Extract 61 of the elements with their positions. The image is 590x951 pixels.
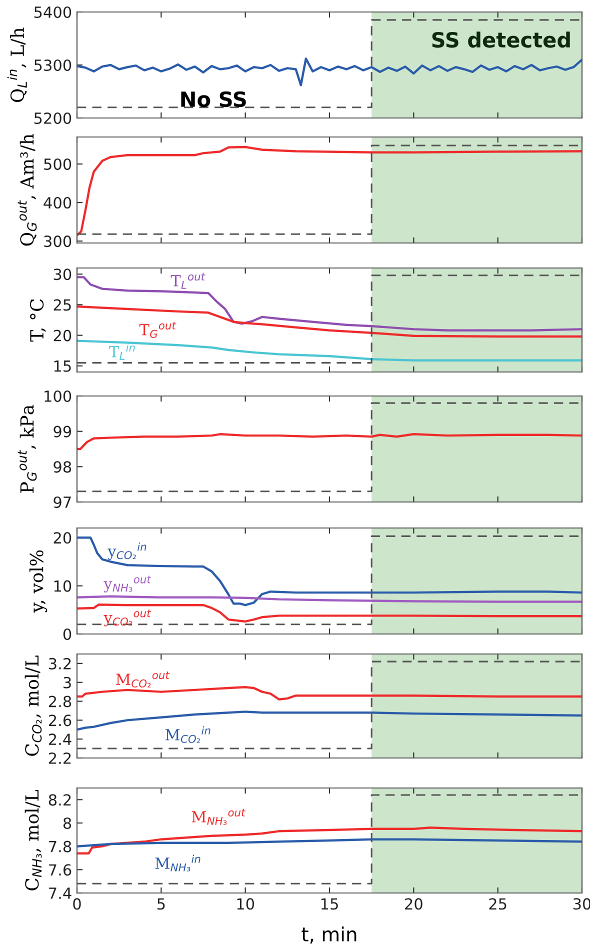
x-tick-label: 15 [321,898,338,910]
x-tick-label: 25 [489,898,506,910]
y-tick-label: 20 [54,330,72,342]
series-label: T$_{G}$$^{out}$ [139,322,176,338]
y-tick-label: 0 [63,628,72,640]
y-tick-label: 3.2 [49,658,71,670]
y-tick-label: 5300 [34,59,72,72]
y-tick-label: 30 [54,268,72,280]
x-axis-title: t, min [302,926,356,944]
x-tick-label: 5 [157,898,165,910]
x-tick-label: 0 [73,898,81,910]
line-series [77,58,582,86]
y-axis-title: Q$_{L}$$^{in}$, L/h [7,28,27,102]
y-tick-label: 100 [44,390,72,402]
y-tick-label: 25 [54,299,71,311]
series-label: T$_{L}$$^{out}$ [170,272,206,289]
y-axis-title: y, vol% [29,550,48,613]
y-tick-label: 2.6 [48,714,72,726]
y-tick-label: 8 [63,817,72,830]
series-label: y$_{NH₃}$$^{out}$ [104,576,152,592]
y-tick-label: 20 [54,532,72,544]
series-label: M$_{NH₃}$$^{in}$ [155,854,200,872]
line-series [77,838,582,848]
y-tick-label: 7.6 [49,864,72,876]
series-label: M$_{CO₂}$$^{in}$ [165,726,210,743]
y-tick-label: 2.8 [48,696,72,708]
y-axis-title: C$_{NH₃}$, mol/L [24,790,42,890]
series-label: M$_{CO₂}$$^{out}$ [116,671,170,688]
y-tick-label: 2.4 [48,734,72,745]
annotation: SS detected [432,32,570,48]
series-label: y$_{CO₂}$$^{in}$ [108,542,146,560]
series-label: M$_{NH₃}$$^{out}$ [192,808,246,825]
y-axis-title: C$_{CO₂}$, mol/L [24,656,42,756]
y-tick-label: 5200 [34,112,72,124]
y-tick-label: 2.2 [48,752,71,764]
y-tick-label: 15 [54,360,71,372]
line-series [77,433,582,450]
y-axis-title: T, °C [30,299,46,342]
y-tick-label: 8.2 [48,794,71,806]
line-series [77,686,582,700]
y-tick-label: 10 [54,580,72,592]
y-tick-label: 7.4 [49,888,72,899]
y-tick-label: 99 [54,426,72,438]
y-tick-label: 98 [54,461,72,473]
y-axis-title: P$_{G}$$^{out}$, kPa [18,404,37,493]
y-tick-label: 400 [44,196,72,209]
y-tick-label: 97 [54,496,71,508]
line-series [77,340,582,362]
y-tick-label: 500 [44,158,72,170]
annotation: No SS [181,91,246,108]
x-tick-label: 10 [237,898,254,910]
y-tick-label: 300 [44,236,72,248]
y-tick-label: 7.8 [49,840,72,852]
line-series [77,536,582,606]
x-tick-label: 20 [405,898,422,910]
y-tick-label: 3 [64,676,71,688]
y-tick-label: 5400 [34,6,72,18]
line-series [77,826,582,854]
line-series [77,305,582,338]
series-label: T$_{L}$$^{in}$ [109,343,135,360]
y-axis-title: Q$_{G}$$^{out}$, Am³/h [18,134,37,246]
